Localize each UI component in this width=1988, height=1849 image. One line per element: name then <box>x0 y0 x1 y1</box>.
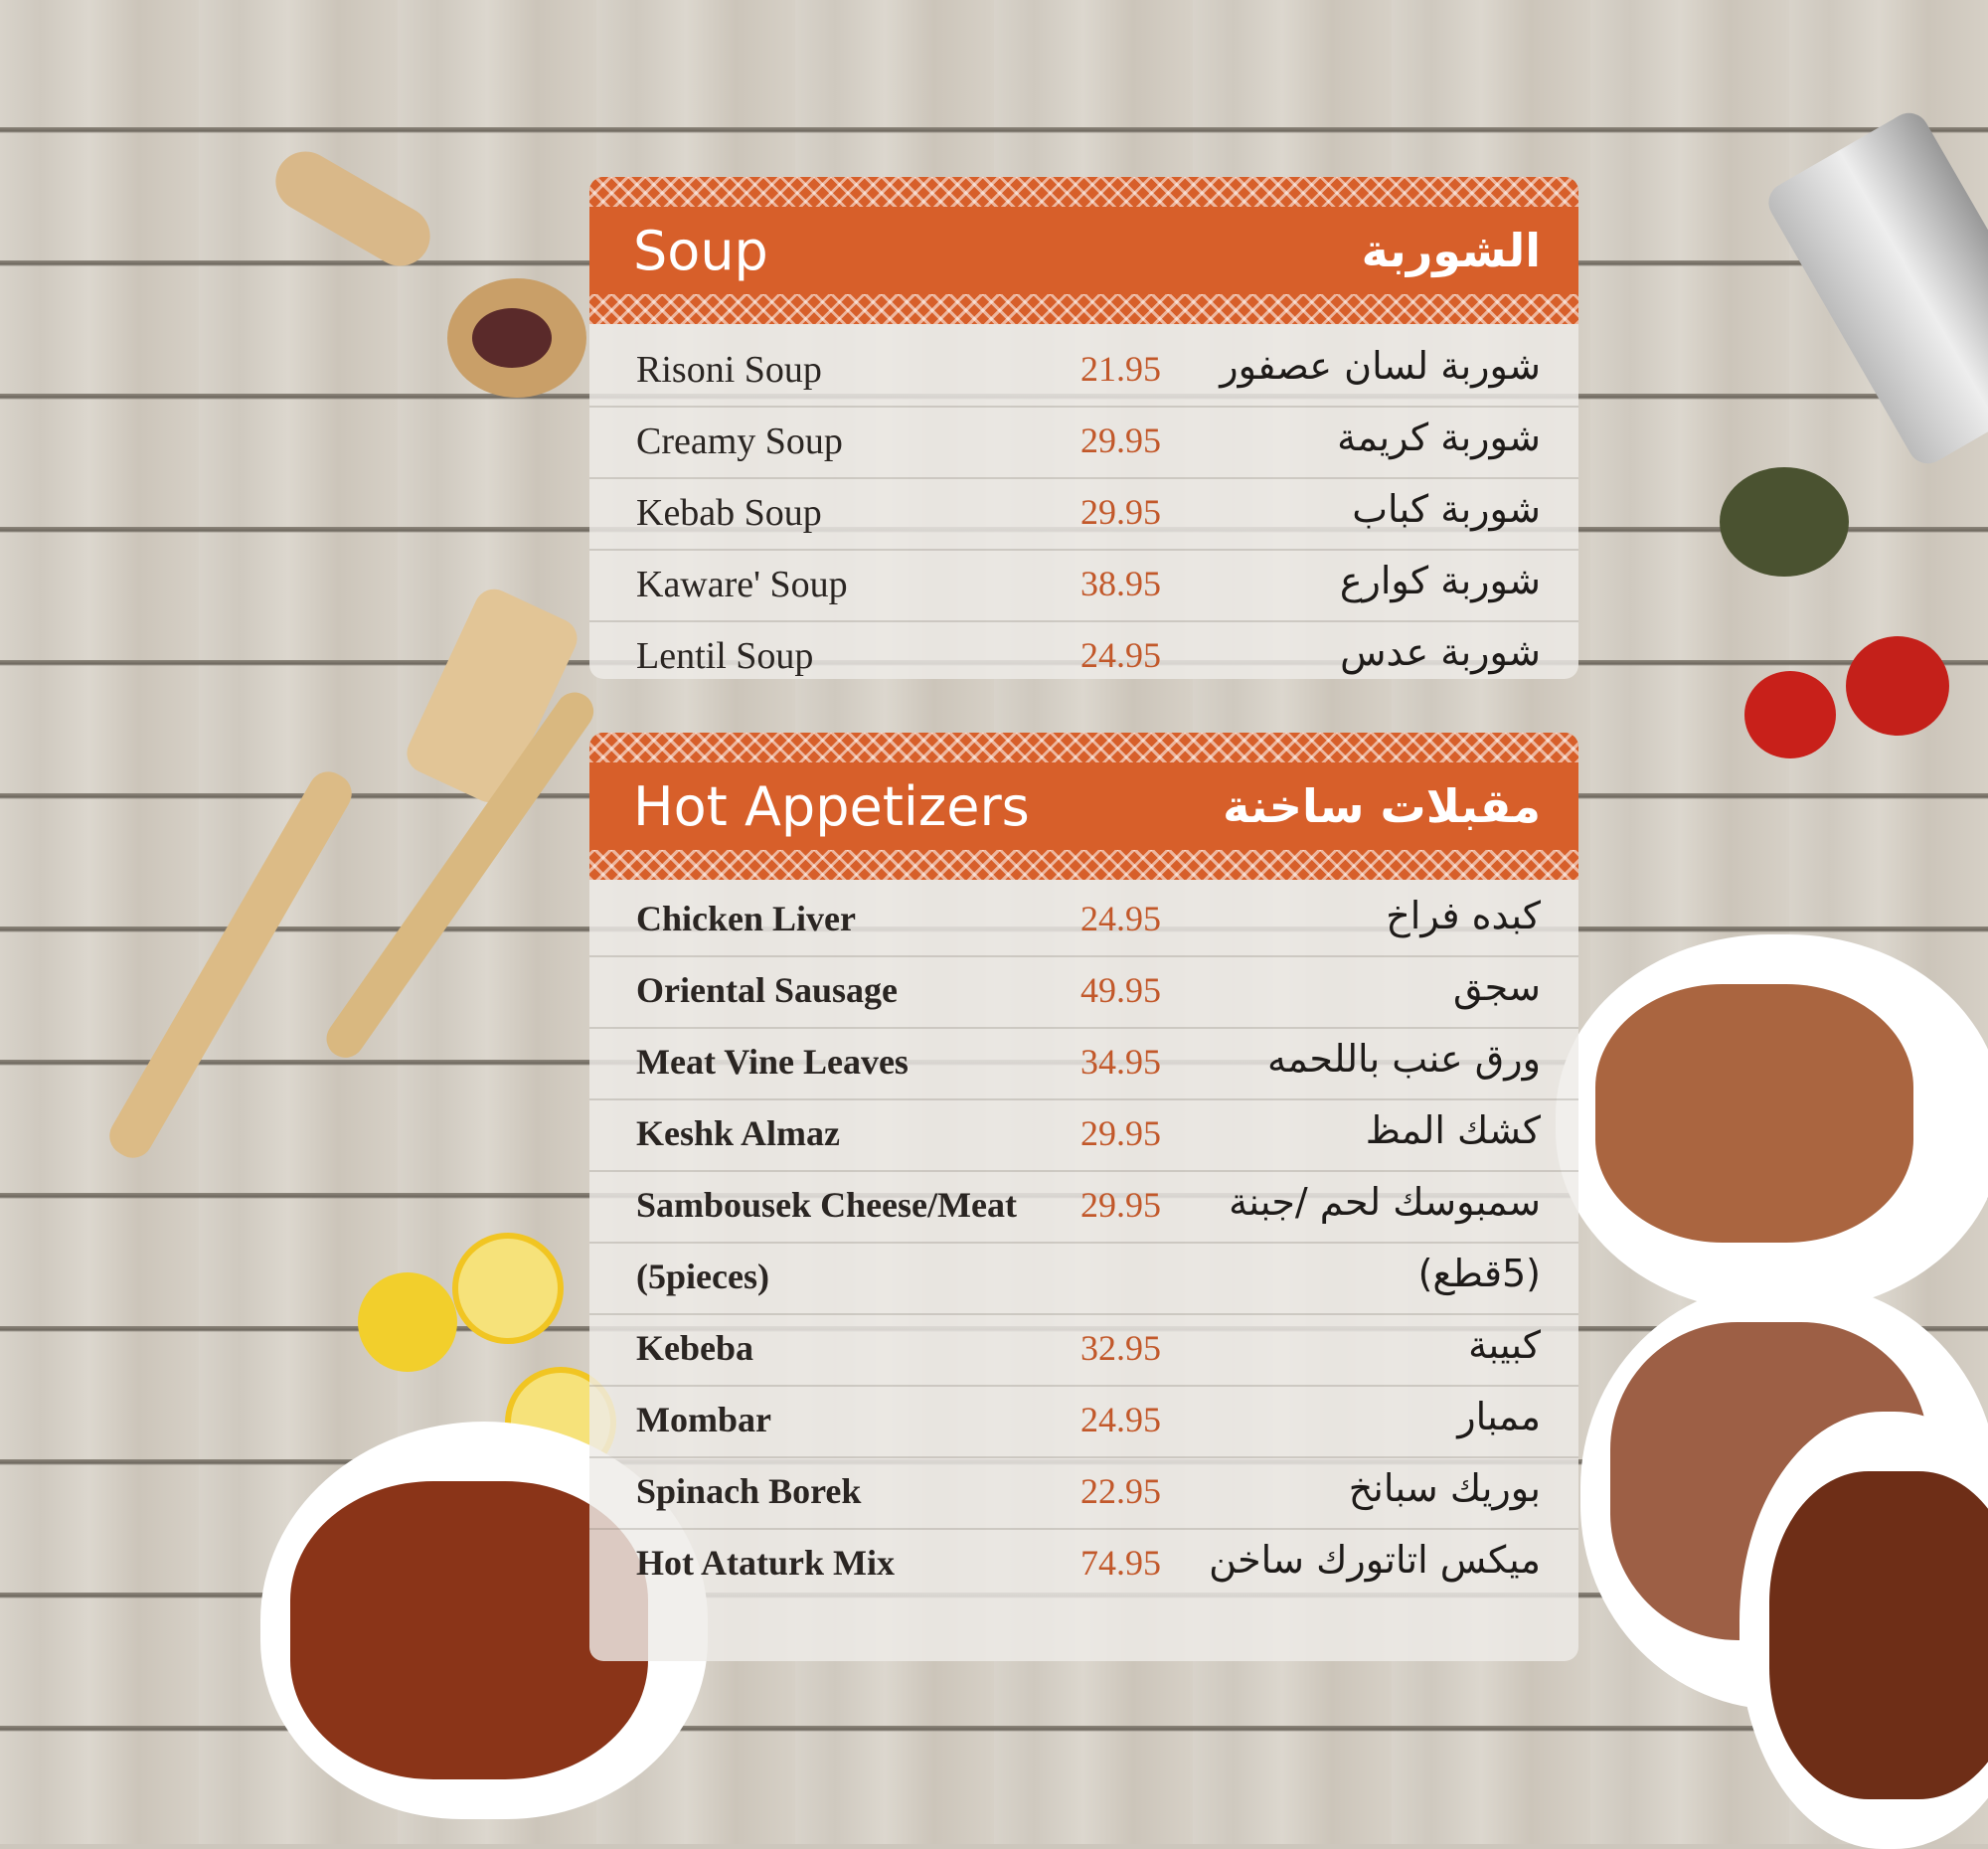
item-name-en: Spinach Borek <box>636 1471 862 1511</box>
item-price: 29.95 <box>1080 1185 1161 1225</box>
menu-item: Lentil Soup 24.95 شوربة عدس <box>589 622 1578 679</box>
menu-item: Hot Ataturk Mix 74.95 ميكس اتاتورك ساخن <box>589 1530 1578 1599</box>
item-price: 29.95 <box>1080 492 1161 532</box>
lemon-slice-image <box>452 1233 564 1344</box>
menu-item: Kebeba 32.95 كبيبة <box>589 1315 1578 1387</box>
item-name-ar: (5قطع) <box>1417 1252 1541 1295</box>
item-name-en: Oriental Sausage <box>636 970 899 1010</box>
item-name-ar: سجق <box>1452 965 1541 1009</box>
tomato-image <box>1744 671 1836 758</box>
menu-item: Chicken Liver 24.95 كبده فراخ <box>589 886 1578 957</box>
item-name-en: Keshk Almaz <box>636 1113 841 1153</box>
item-price: 22.95 <box>1080 1471 1161 1511</box>
item-name-ar: شوربة كوارع <box>1339 559 1541 602</box>
item-price: 24.95 <box>1080 899 1161 938</box>
item-name-ar: سمبوسك لحم /جبنة <box>1229 1180 1541 1224</box>
item-name-en: Kaware' Soup <box>636 564 848 605</box>
menu-item: Kebab Soup 29.95 شوربة كباب <box>589 479 1578 551</box>
menu-item: Keshk Almaz 29.95 كشك المظ <box>589 1100 1578 1172</box>
menu-item: Spinach Borek 22.95 بوريك سبانخ <box>589 1458 1578 1530</box>
item-name-ar: كبده فراخ <box>1386 894 1541 937</box>
item-name-ar: شوربة كريمة <box>1337 416 1541 459</box>
item-name-en: Lentil Soup <box>636 635 814 677</box>
section-title-en: Soup <box>633 219 768 282</box>
item-name-ar: ورق عنب باللحمه <box>1267 1037 1541 1081</box>
menu-item: Creamy Soup 29.95 شوربة كريمة <box>589 408 1578 479</box>
item-name-ar: بوريك سبانخ <box>1348 1466 1541 1510</box>
menu-item: Risoni Soup 21.95 شوربة لسان عصفور <box>589 336 1578 408</box>
item-name-en: Hot Ataturk Mix <box>636 1543 895 1583</box>
item-price: 24.95 <box>1080 1400 1161 1439</box>
item-price: 21.95 <box>1080 349 1161 389</box>
section-header: Soup الشوربة <box>589 177 1578 324</box>
item-price: 49.95 <box>1080 970 1161 1010</box>
item-name-ar: شوربة عدس <box>1340 630 1541 674</box>
menu-item: Oriental Sausage 49.95 سجق <box>589 957 1578 1029</box>
item-price: 38.95 <box>1080 564 1161 603</box>
item-name-ar: كشك المظ <box>1365 1108 1541 1152</box>
item-price: 74.95 <box>1080 1543 1161 1583</box>
item-name-en: Meat Vine Leaves <box>636 1042 909 1082</box>
menu-item: Mombar 24.95 ممبار <box>589 1387 1578 1458</box>
section-title-en: Hot Appetizers <box>633 774 1030 838</box>
item-name-en: (5pieces) <box>636 1257 769 1296</box>
item-name-en: Chicken Liver <box>636 899 856 938</box>
ornament-band <box>589 177 1578 207</box>
menu-item: Sambousek Cheese/Meat 29.95 سمبوسك لحم /جب… <box>589 1172 1578 1244</box>
item-price: 32.95 <box>1080 1328 1161 1368</box>
item-name-ar: ممبار <box>1457 1395 1541 1438</box>
stew-plate-image <box>1740 1412 1988 1849</box>
item-name-en: Creamy Soup <box>636 420 843 462</box>
hot-appetizers-section: Hot Appetizers مقبلات ساخنة Chicken Live… <box>589 733 1578 1661</box>
item-price: 29.95 <box>1080 1113 1161 1153</box>
kibbeh-plate-image <box>1556 934 1988 1312</box>
item-price: 34.95 <box>1080 1042 1161 1082</box>
item-name-en: Sambousek Cheese/Meat <box>636 1185 1017 1225</box>
item-name-ar: كبيبة <box>1468 1323 1541 1367</box>
menu-item: Meat Vine Leaves 34.95 ورق عنب باللحمه <box>589 1029 1578 1100</box>
item-name-en: Mombar <box>636 1400 771 1439</box>
soup-section: Soup الشوربة Risoni Soup 21.95 شوربة لسان … <box>589 177 1578 679</box>
ornament-band <box>589 733 1578 762</box>
item-price: 24.95 <box>1080 635 1161 675</box>
lemon-image <box>358 1272 457 1372</box>
menu-item: Kaware' Soup 38.95 شوربة كوارع <box>589 551 1578 622</box>
item-price: 29.95 <box>1080 420 1161 460</box>
ornament-band <box>589 294 1578 324</box>
section-title-ar: مقبلات ساخنة <box>1223 779 1541 833</box>
item-name-ar: ميكس اتاتورك ساخن <box>1209 1538 1541 1582</box>
ornament-band <box>589 850 1578 880</box>
item-name-ar: شوربة كباب <box>1352 487 1541 531</box>
tomato-image <box>1846 636 1949 736</box>
item-name-en: Kebeba <box>636 1328 754 1368</box>
herbs-image <box>1720 467 1849 577</box>
menu-item-continuation: (5pieces) (5قطع) <box>589 1244 1578 1315</box>
item-name-en: Kebab Soup <box>636 492 822 534</box>
section-title-ar: الشوربة <box>1361 224 1541 277</box>
wooden-scoop-image <box>264 140 586 418</box>
section-header: Hot Appetizers مقبلات ساخنة <box>589 733 1578 880</box>
item-name-en: Risoni Soup <box>636 349 822 391</box>
item-name-ar: شوربة لسان عصفور <box>1220 344 1541 388</box>
